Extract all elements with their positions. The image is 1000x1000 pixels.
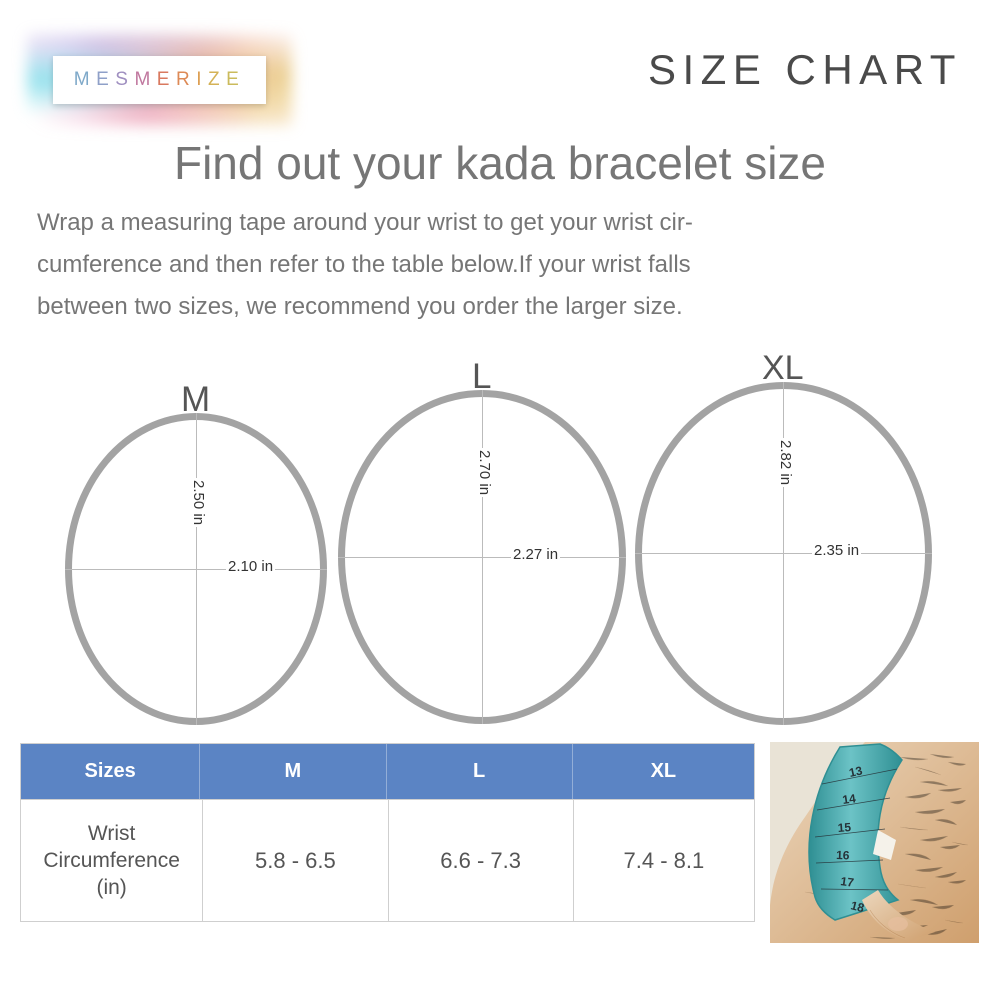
svg-text:17: 17 bbox=[840, 874, 855, 890]
svg-text:16: 16 bbox=[836, 848, 850, 862]
